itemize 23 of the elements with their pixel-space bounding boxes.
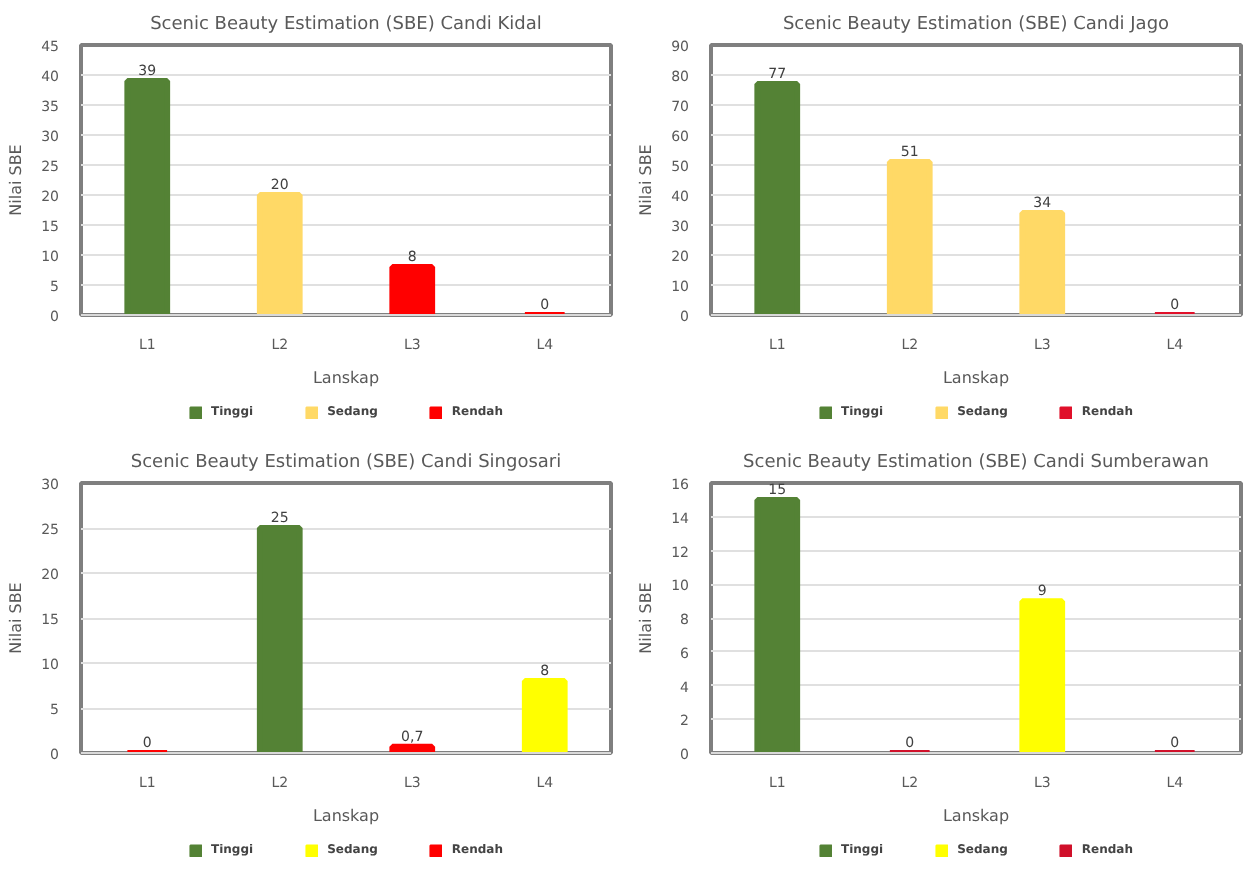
x-axis-title: Lanskap <box>942 369 1010 387</box>
bar <box>754 496 801 753</box>
y-axis-title: Nilai SBE <box>7 144 26 216</box>
bar <box>256 192 303 315</box>
bar <box>124 78 171 315</box>
chart-title: Scenic Beauty Estimation (SBE) Candi Kidal <box>150 15 542 35</box>
bar <box>1019 210 1066 315</box>
bar <box>389 743 436 753</box>
bar <box>389 264 436 315</box>
x-axis-title: Lanskap <box>312 369 380 387</box>
chart-title: Scenic Beauty Estimation (SBE) Candi Sumberawan <box>743 453 1209 473</box>
bar <box>1019 598 1066 753</box>
bar <box>886 159 933 315</box>
x-axis-title: Lanskap <box>312 807 380 825</box>
y-axis-title: Nilai SBE <box>637 144 656 216</box>
bar <box>754 81 801 315</box>
x-axis-title: Lanskap <box>942 807 1010 825</box>
bar <box>521 678 568 753</box>
chart-title: Scenic Beauty Estimation (SBE) Candi Jago <box>782 15 1171 35</box>
y-axis-title: Nilai SBE <box>637 582 656 654</box>
bar <box>256 525 303 753</box>
chart-title: Scenic Beauty Estimation (SBE) Candi Singosari <box>130 453 562 473</box>
y-axis-title: Nilai SBE <box>7 582 26 654</box>
